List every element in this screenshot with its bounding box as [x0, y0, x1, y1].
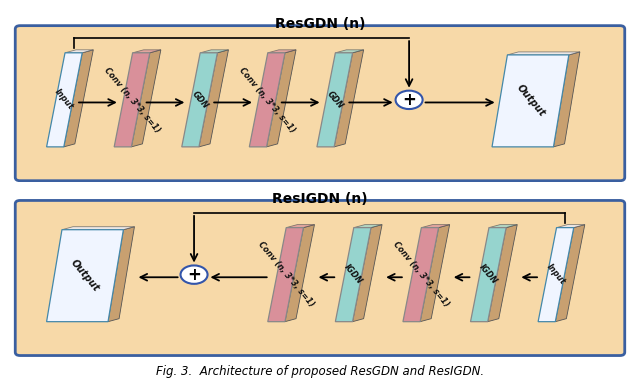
- Text: GDN: GDN: [189, 89, 209, 111]
- Polygon shape: [554, 52, 580, 147]
- Circle shape: [396, 91, 422, 109]
- Polygon shape: [335, 228, 371, 321]
- Polygon shape: [354, 225, 382, 228]
- Polygon shape: [335, 50, 364, 53]
- Text: ResGDN (n): ResGDN (n): [275, 17, 365, 32]
- Text: Conv (n, 3*3, s=1): Conv (n, 3*3, s=1): [237, 65, 297, 134]
- Polygon shape: [353, 225, 382, 321]
- Polygon shape: [131, 50, 161, 147]
- Text: +: +: [187, 266, 201, 283]
- Text: ResIGDN (n): ResIGDN (n): [272, 192, 368, 206]
- Polygon shape: [268, 228, 303, 321]
- Polygon shape: [538, 228, 573, 321]
- Text: +: +: [402, 91, 416, 109]
- Polygon shape: [199, 50, 228, 147]
- Polygon shape: [285, 225, 314, 321]
- Polygon shape: [557, 225, 585, 228]
- Text: Input: Input: [545, 263, 567, 287]
- Polygon shape: [268, 50, 296, 53]
- Polygon shape: [62, 227, 134, 230]
- Polygon shape: [403, 228, 438, 321]
- Circle shape: [180, 266, 207, 284]
- Polygon shape: [492, 55, 569, 147]
- Polygon shape: [266, 50, 296, 147]
- Polygon shape: [488, 225, 517, 321]
- Text: Output: Output: [68, 258, 101, 294]
- Text: IGDN: IGDN: [477, 263, 499, 287]
- Polygon shape: [556, 225, 585, 321]
- Polygon shape: [200, 50, 228, 53]
- Polygon shape: [508, 52, 580, 55]
- Polygon shape: [421, 225, 450, 228]
- Polygon shape: [250, 53, 285, 147]
- Polygon shape: [64, 50, 93, 147]
- FancyBboxPatch shape: [15, 201, 625, 356]
- Polygon shape: [65, 50, 93, 53]
- Text: IGDN: IGDN: [342, 263, 364, 287]
- Text: Fig. 3.  Architecture of proposed ResGDN and ResIGDN.: Fig. 3. Architecture of proposed ResGDN …: [156, 365, 484, 378]
- Polygon shape: [182, 53, 218, 147]
- Text: Output: Output: [514, 83, 547, 119]
- Text: Conv (n, 3*3, s=1): Conv (n, 3*3, s=1): [256, 240, 316, 309]
- Polygon shape: [132, 50, 161, 53]
- Polygon shape: [114, 53, 150, 147]
- Polygon shape: [420, 225, 450, 321]
- Polygon shape: [470, 228, 506, 321]
- Polygon shape: [286, 225, 314, 228]
- FancyBboxPatch shape: [15, 26, 625, 181]
- Text: GDN: GDN: [325, 89, 344, 111]
- Polygon shape: [334, 50, 364, 147]
- Polygon shape: [47, 53, 82, 147]
- Polygon shape: [108, 227, 134, 321]
- Polygon shape: [489, 225, 517, 228]
- Polygon shape: [317, 53, 353, 147]
- Polygon shape: [47, 230, 124, 321]
- Text: Conv (n, 3*3, s=1): Conv (n, 3*3, s=1): [102, 65, 162, 134]
- Text: Conv (n, 3*3, s=1): Conv (n, 3*3, s=1): [391, 240, 451, 309]
- Text: Input: Input: [53, 88, 76, 112]
